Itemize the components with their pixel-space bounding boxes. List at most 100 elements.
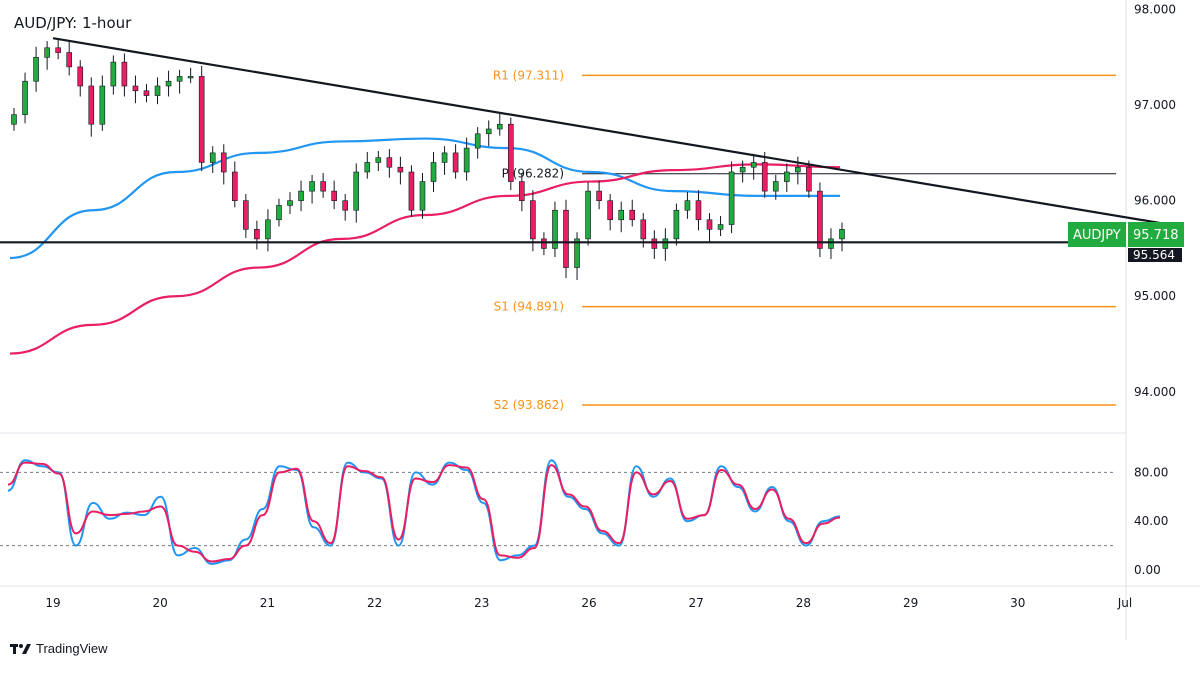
candle-body (496, 123, 503, 130)
candle-body (276, 205, 282, 221)
candle-body (11, 114, 17, 125)
candle-body (254, 229, 260, 240)
candle-body (651, 238, 658, 249)
candle-body (463, 147, 470, 173)
price-tick-label: 96.000 (1134, 194, 1176, 208)
candle-body (452, 152, 459, 173)
candle-body (132, 85, 139, 92)
candle-layer (11, 39, 845, 280)
candle-body (176, 76, 183, 82)
candle-body (110, 61, 117, 87)
stochastic-layer: 80.00 40.00 0.00 (0, 459, 1168, 577)
last-price-tag: 95.564 AUDJPY 95.718 (1068, 222, 1184, 262)
candle-body (750, 162, 757, 168)
candle-body (574, 238, 580, 268)
candle-body (662, 238, 669, 249)
candle-body (507, 123, 514, 182)
candle-body (386, 157, 393, 168)
candle-body (618, 209, 625, 221)
price-tick-label: 95.000 (1134, 289, 1176, 303)
candle-body (772, 181, 779, 192)
symbol-tag-box (1068, 222, 1126, 247)
candle-body (817, 190, 823, 249)
pivot-label: S1 (94.891) (494, 300, 564, 314)
candle-body (485, 128, 492, 135)
candle-body (198, 76, 205, 163)
candle-body (728, 171, 735, 225)
time-axis[interactable]: 19 20 21 22 23 26 27 28 29 30 Jul (45, 596, 1132, 610)
pivot-label: P (96.282) (502, 167, 564, 181)
pivot-layer: R1 (97.311) P (96.282) S1 (94.891) S2 (93.8… (493, 68, 1116, 412)
candle-body (739, 166, 746, 173)
symbol-tag: AUDJPY (1073, 228, 1121, 243)
price-tick-label: 98.000 (1134, 3, 1176, 17)
stochastic-tick-label: 0.00 (1134, 563, 1161, 577)
candle-body (66, 52, 72, 68)
moving-average-layer (9, 137, 841, 355)
price-tick-label: 97.000 (1134, 98, 1176, 112)
brand-name: TradingView (36, 641, 108, 656)
tradingview-logo-icon (10, 643, 31, 654)
candle-body (243, 200, 249, 230)
candle-body (121, 61, 128, 87)
support-price-box (1128, 248, 1182, 262)
time-tick-label: 28 (796, 596, 811, 610)
stochastic-tick-label: 40.00 (1134, 514, 1168, 528)
time-tick-label: 21 (260, 596, 275, 610)
chart-canvas[interactable]: R1 (97.311) P (96.282) S1 (94.891) S2 (93.8… (0, 0, 1200, 640)
time-tick-label: 22 (367, 596, 382, 610)
candle-body (99, 85, 106, 125)
candle-body (607, 200, 613, 221)
chart-title: AUD/JPY: 1-hour (14, 14, 132, 32)
candle-body (22, 80, 28, 115)
drawn-lines-layer (0, 37, 1170, 244)
support-price-label: 95.564 (1133, 248, 1175, 262)
branding[interactable]: TradingView (10, 641, 108, 656)
price-tick-label: 94.000 (1134, 385, 1176, 399)
candle-body (596, 190, 602, 201)
candle-body (519, 181, 525, 201)
candle-body (419, 181, 426, 211)
candle-body (430, 162, 437, 182)
candle-body (717, 224, 724, 230)
time-tick-label: 26 (581, 596, 596, 610)
candle-body (287, 200, 293, 206)
stochastic-tick-label: 80.00 (1134, 465, 1168, 479)
candle-body (397, 166, 404, 173)
candle-body (806, 166, 812, 192)
time-tick-label: 30 (1010, 596, 1025, 610)
moving-average-line (9, 163, 841, 355)
candle-body (408, 171, 415, 211)
time-tick-label: 29 (903, 596, 918, 610)
candle-body (563, 209, 569, 268)
candle-body (298, 190, 304, 201)
candle-body (320, 181, 326, 192)
time-tick-label: 19 (45, 596, 60, 610)
candle-body (783, 171, 790, 182)
candle-body (530, 200, 536, 240)
stochastic-d-line (7, 461, 841, 563)
candle-body (684, 200, 691, 211)
candle-body (474, 133, 481, 149)
candle-body (187, 76, 194, 79)
candle-body (828, 238, 834, 249)
candle-body (585, 190, 591, 240)
candle-body (640, 219, 647, 240)
candle-body (364, 162, 371, 173)
candle-body (375, 157, 382, 163)
candle-body (165, 80, 172, 87)
moving-average-line (9, 137, 840, 260)
candle-body (33, 57, 39, 82)
pivot-label: R1 (97.311) (493, 68, 564, 82)
time-tick-label: 23 (474, 596, 489, 610)
candle-body (342, 200, 349, 211)
candle-body (629, 209, 636, 221)
candle-body (209, 152, 216, 163)
candle-body (143, 90, 150, 96)
candle-body (77, 66, 84, 87)
price-axis[interactable]: 98.000 97.000 96.000 95.000 94.000 (1134, 3, 1176, 399)
candle-body (44, 47, 50, 58)
last-price: 95.718 (1133, 228, 1179, 243)
candle-body (795, 166, 801, 173)
